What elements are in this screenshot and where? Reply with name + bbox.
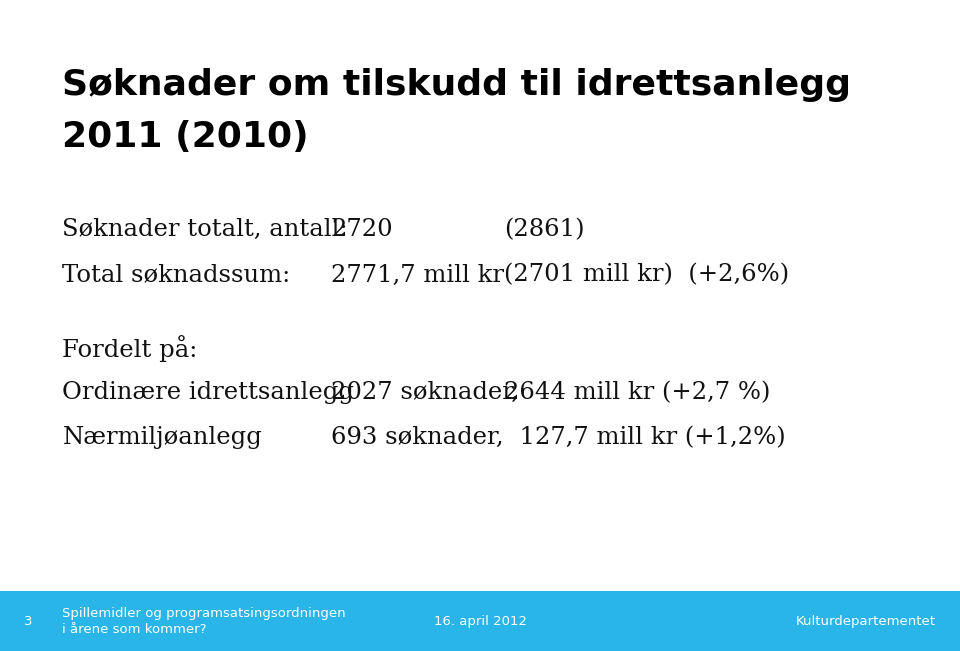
Text: Søknader om tilskudd til idrettsanlegg: Søknader om tilskudd til idrettsanlegg bbox=[62, 68, 852, 102]
Text: 2720: 2720 bbox=[331, 218, 393, 241]
Text: Total søknadssum:: Total søknadssum: bbox=[62, 264, 291, 286]
Text: 2771,7 mill kr: 2771,7 mill kr bbox=[331, 264, 504, 286]
Text: (2701 mill kr)  (+2,6%): (2701 mill kr) (+2,6%) bbox=[504, 264, 789, 286]
Text: 2644 mill kr (+2,7 %): 2644 mill kr (+2,7 %) bbox=[504, 381, 770, 404]
Text: 16. april 2012: 16. april 2012 bbox=[434, 615, 526, 628]
Text: Fordelt på:: Fordelt på: bbox=[62, 335, 198, 362]
Text: 2011 (2010): 2011 (2010) bbox=[62, 120, 309, 154]
Bar bbox=[0, 591, 960, 651]
Text: Ordinære idrettsanlegg: Ordinære idrettsanlegg bbox=[62, 381, 354, 404]
Text: 2027 søknader,: 2027 søknader, bbox=[331, 381, 519, 404]
Text: (2861): (2861) bbox=[504, 218, 585, 241]
Text: Spillemidler og programsatsingsordningen
i årene som kommer?: Spillemidler og programsatsingsordningen… bbox=[62, 607, 346, 635]
Text: Søknader totalt, antall:: Søknader totalt, antall: bbox=[62, 218, 348, 241]
Text: 3: 3 bbox=[24, 615, 33, 628]
Text: 127,7 mill kr (+1,2%): 127,7 mill kr (+1,2%) bbox=[504, 426, 785, 449]
Text: 693 søknader,: 693 søknader, bbox=[331, 426, 504, 449]
Text: Kulturdepartementet: Kulturdepartementet bbox=[796, 615, 936, 628]
Text: Nærmiljøanlegg: Nærmiljøanlegg bbox=[62, 426, 262, 449]
